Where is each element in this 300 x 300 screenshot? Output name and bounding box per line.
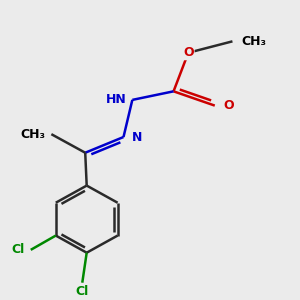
Text: O: O [183, 46, 194, 59]
Text: HN: HN [106, 93, 126, 106]
Text: O: O [224, 99, 234, 112]
Text: Cl: Cl [12, 243, 25, 256]
Text: CH₃: CH₃ [20, 128, 46, 141]
Text: Cl: Cl [76, 285, 89, 298]
Text: N: N [132, 130, 143, 143]
Text: CH₃: CH₃ [241, 35, 266, 48]
